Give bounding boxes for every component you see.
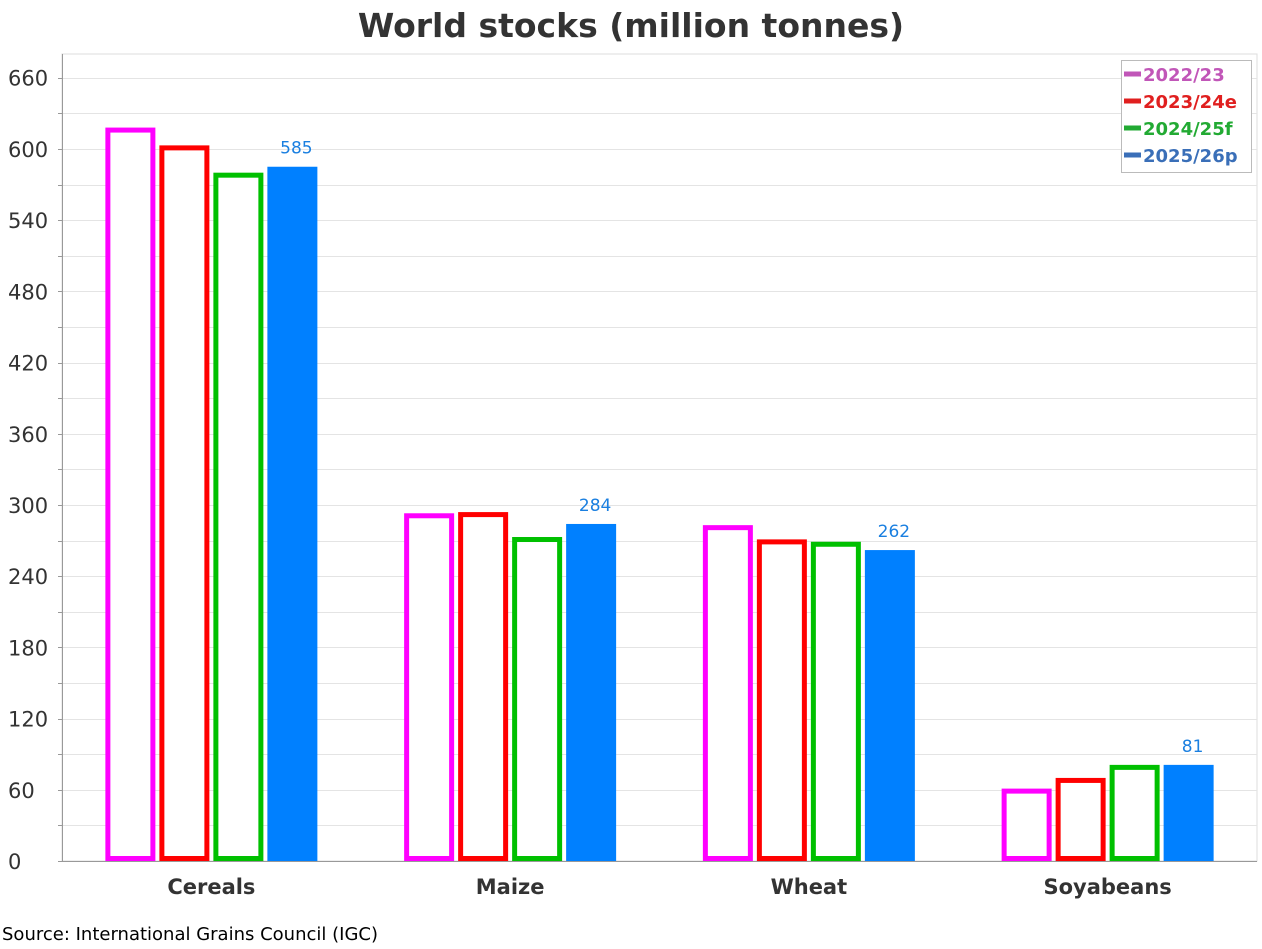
bar xyxy=(1001,788,1052,862)
bar xyxy=(864,550,915,861)
x-tick-label: Soyabeans xyxy=(1043,875,1171,899)
x-tick-label: Wheat xyxy=(771,875,848,899)
bar xyxy=(458,512,509,861)
y-tick-label: 300 xyxy=(8,494,48,518)
data-label: 81 xyxy=(1182,737,1204,757)
bar xyxy=(105,127,156,861)
bars xyxy=(105,127,1214,862)
bar xyxy=(566,523,617,861)
bar xyxy=(213,172,264,862)
x-tick-label: Cereals xyxy=(167,875,255,899)
y-tick-label: 660 xyxy=(8,67,48,91)
legend-entry: 2022/23 xyxy=(1143,65,1225,86)
chart-title: World stocks (million tonnes) xyxy=(357,6,905,45)
x-tick-label: Maize xyxy=(476,875,545,899)
legend-box xyxy=(1121,60,1252,173)
bar xyxy=(810,541,861,862)
y-tick-label: 360 xyxy=(8,423,48,447)
bar xyxy=(756,539,807,861)
bar xyxy=(702,525,753,861)
y-tick-label: 540 xyxy=(8,209,48,233)
legend-entry: 2023/24e xyxy=(1143,92,1237,113)
bar xyxy=(1109,764,1160,862)
bar xyxy=(1163,764,1214,861)
y-tick-label: 60 xyxy=(8,779,35,803)
legend-entry: 2025/26p xyxy=(1143,146,1238,167)
data-label: 585 xyxy=(280,139,312,159)
data-label: 284 xyxy=(579,496,611,516)
source-note: Source: International Grains Council (IG… xyxy=(2,924,378,945)
data-label: 262 xyxy=(878,522,910,542)
y-tick-label: 180 xyxy=(8,636,48,660)
data-labels: 585 284 262 81 xyxy=(280,139,1203,757)
bar xyxy=(1055,777,1106,861)
y-tick-label: 120 xyxy=(8,708,48,732)
y-tick-label: 420 xyxy=(8,352,48,376)
bar xyxy=(404,513,455,861)
legend: 2022/23 2023/24e 2024/25f 2025/26p xyxy=(1121,60,1252,173)
y-tick-label: 0 xyxy=(8,850,21,874)
bar xyxy=(159,145,210,862)
y-tick-label: 240 xyxy=(8,565,48,589)
y-tick-label: 480 xyxy=(8,280,48,304)
bar xyxy=(512,537,563,861)
y-tick-label: 600 xyxy=(8,138,48,162)
legend-entry: 2024/25f xyxy=(1143,119,1233,140)
bar xyxy=(267,166,318,861)
axes: 0 60 120 180 240 300 360 420 480 540 600 660 Cereals… xyxy=(8,54,1257,899)
